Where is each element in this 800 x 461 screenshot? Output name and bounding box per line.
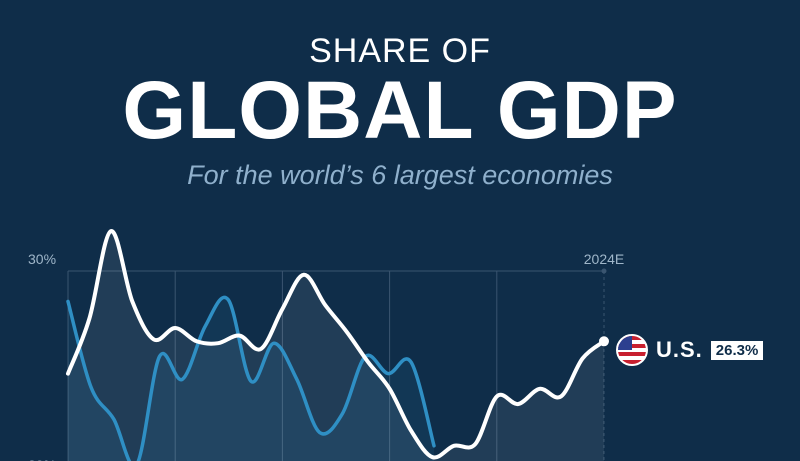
end-marker-dot [601,268,607,274]
chart-subtitle: For the world’s 6 largest economies [187,160,613,190]
us-flag-icon [616,334,648,366]
series-name-us: U.S. [656,337,703,362]
y-tick-label-top: 30% [28,251,56,267]
y-tick-label-bottom: 20% [28,457,56,461]
us-area [68,230,604,461]
us-series-line [66,229,606,460]
series-lines [66,229,609,461]
us-value-badge: 26.3% [710,340,764,360]
secondary-series-line [66,295,436,461]
chart-title: GLOBAL GDP [122,65,678,156]
title-prefix: SHARE OF [309,32,491,70]
axis-labels: 30% 20% 2024E [28,251,624,461]
area-fills [68,230,604,461]
x-end-label: 2024E [584,251,624,267]
flag-canton [618,336,632,350]
us-end-label: U.S. 26.3% [616,334,764,366]
secondary-area [68,297,434,461]
us-end-point [599,336,609,347]
